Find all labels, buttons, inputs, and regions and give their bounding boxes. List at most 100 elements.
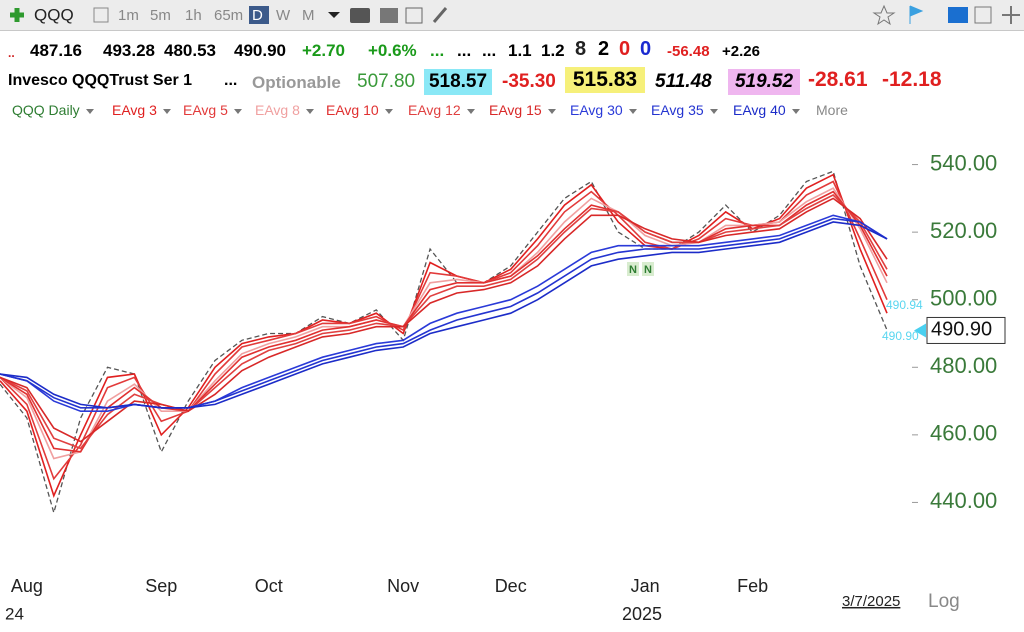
y-tick-label: 500.00 [930,286,997,311]
quote-value: ... [430,41,445,60]
security-name: Invesco QQQTrust Ser 1 [8,72,193,89]
log-button[interactable]: Log [928,591,960,612]
move[interactable] [1002,6,1020,24]
legend-dropdown[interactable] [306,109,314,118]
interval[interactable]: 65m [214,7,243,24]
more-dots: ... [224,72,238,89]
ema-line [0,194,888,450]
interval[interactable]: W [276,7,291,24]
dropdown[interactable] [328,12,340,18]
chart: 440.00 460.00 480.00 500.00 520.00 540.00 Aug S… [0,150,1006,624]
flag[interactable] [909,5,924,24]
legend-entry[interactable]: EAvg 15 [489,102,542,118]
grid-tool[interactable] [405,7,423,24]
legend-entry[interactable]: EAvg 8 [255,102,300,118]
y-tick-label: 440.00 [930,488,997,513]
legend-entry[interactable]: EAvg 5 [183,102,228,118]
annotation: 490.90 [882,329,919,343]
quote-value: 0 [640,38,652,60]
quote-value: 0 [619,38,631,60]
interval[interactable]: 1m [118,7,139,24]
ema-line [0,173,888,498]
interval-selected [249,6,269,24]
quote-value: .. [8,46,15,60]
legend-entry[interactable]: EAvg 10 [326,102,379,118]
legend-entry[interactable]: EAvg 30 [570,102,623,118]
quote-value: ... [457,41,472,60]
share[interactable] [948,7,968,23]
last-price-label: 490.90 [931,319,992,341]
x-tick-label: Dec [495,576,527,596]
bar-tool[interactable] [380,8,398,23]
legend-dropdown[interactable] [467,109,475,118]
quote-value: 1.2 [541,41,565,60]
interval[interactable]: 5m [150,7,171,24]
quote-value: 487.16 [30,41,82,60]
x-tick-label: Nov [387,576,419,596]
interval[interactable]: D [252,7,263,24]
legend-entry[interactable]: EAvg 12 [408,102,461,118]
annotation: 490.94 [886,298,923,312]
quote-value: 8 [575,38,587,60]
legend-dropdown[interactable] [792,109,800,118]
quote-value: 490.90 [234,41,286,60]
quote-value: 2 [598,38,610,60]
marker: N [629,264,637,276]
info-value: 518.57 [424,69,492,95]
legend-entry[interactable]: EAvg 40 [733,102,786,118]
legend-dropdown[interactable] [548,109,556,118]
legend-dropdown[interactable] [710,109,718,118]
x-tick-label: Sep [145,576,177,596]
legend-dropdown[interactable] [629,109,637,118]
info-value: -35.30 [502,71,556,92]
ema-line [0,214,888,412]
date-label: 3/7/2025 [842,593,900,610]
marker-bg [627,262,639,276]
x-tick-label: Jan [631,576,660,596]
info-value: 515.83 [565,67,645,93]
info-value: 511.48 [655,71,712,92]
ema-line [0,217,888,409]
symbol[interactable]: QQQ [34,5,74,24]
save[interactable] [974,6,992,24]
legend-more[interactable]: More [816,102,848,118]
x-tick-label: Feb [737,576,768,596]
legend-dropdown[interactable] [234,109,242,118]
toolbar-icons: QQQ 1m 5m 1h 65m D W M [10,4,1020,26]
y-tick-label: 480.00 [930,353,997,378]
text-tool[interactable] [350,8,370,23]
legend-dropdown[interactable] [163,109,171,118]
info-value: 507.80 [357,71,416,92]
add-button[interactable] [10,8,24,22]
interval[interactable]: 1h [185,7,202,24]
legend-dropdown[interactable] [86,109,94,118]
quote-value: -56.48 [667,43,710,60]
legend-dropdown[interactable] [385,109,393,118]
legend-entry[interactable]: EAvg 35 [651,102,704,118]
quote-value: 493.28 [103,41,155,60]
draw-tool[interactable] [432,7,448,23]
ema-line [0,221,888,409]
interval[interactable]: M [302,7,315,24]
legend-entry[interactable]: QQQ Daily [12,102,80,118]
quote-value: +2.26 [722,43,760,60]
optionable: Optionable [252,73,341,92]
last-price-box [926,316,1006,344]
info-value: 519.52 [728,69,800,95]
marker: N [644,264,652,276]
quote-value: 1.1 [508,41,532,60]
list-icon[interactable] [93,7,109,23]
star[interactable] [872,4,896,26]
y-tick-label: 460.00 [930,421,997,446]
legend-entry[interactable]: EAvg 3 [112,102,157,118]
ema-line [0,190,888,453]
ema-line [0,197,888,443]
x-tick-label: Oct [255,576,283,596]
info-value: -28.61 [808,68,868,91]
x-tick-label: Aug [11,576,43,596]
marker-bg [642,262,654,276]
y-tick-label: 540.00 [930,150,997,175]
last-price-arrow [914,323,926,338]
year-label: 2025 [622,604,662,624]
